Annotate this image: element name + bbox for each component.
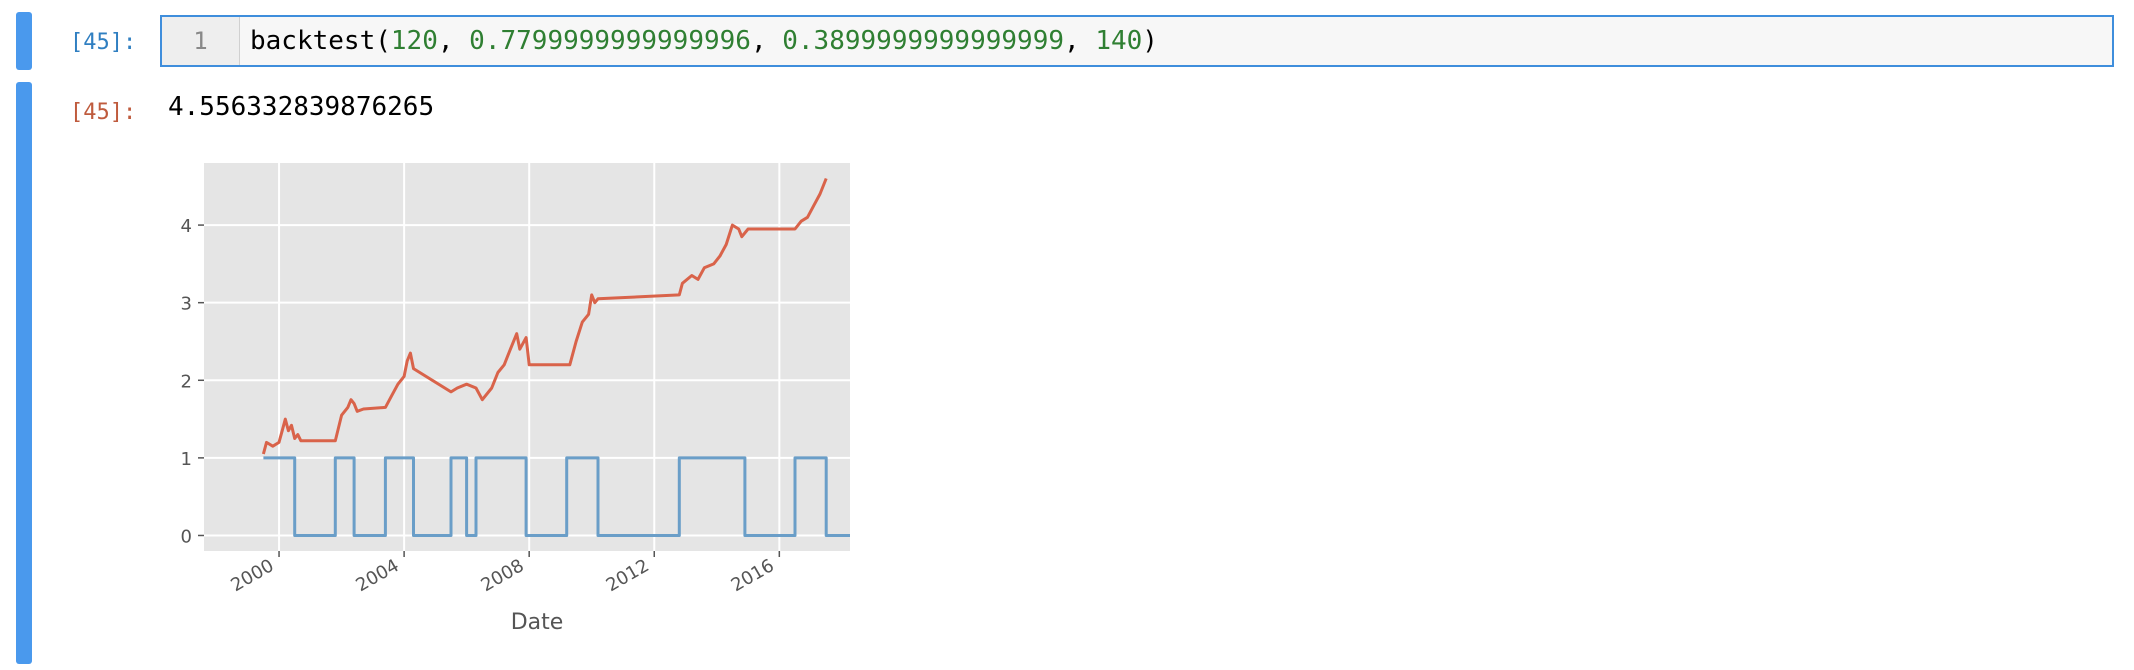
x-tick-label: 2008 — [478, 555, 528, 596]
x-tick-label: 2000 — [227, 555, 277, 596]
backtest-chart: 2000 2004 2008 2012 2016 0 1 2 3 4 Date — [181, 163, 850, 635]
input-cell-collapser[interactable] — [16, 12, 32, 70]
code-line[interactable]: backtest(120, 0.7799999999999996, 0.3899… — [250, 26, 1158, 56]
x-tick-label: 2004 — [352, 555, 402, 596]
code-arg: 0.7799999999999996 — [469, 26, 751, 56]
y-tick-label: 4 — [181, 216, 192, 237]
code-arg: 120 — [390, 26, 438, 56]
y-tick-label: 2 — [181, 371, 192, 392]
y-tick-label: 3 — [181, 294, 192, 315]
series-equity-line — [261, 177, 828, 455]
x-tick-label: 2016 — [728, 555, 778, 596]
output-cell-collapser[interactable] — [16, 82, 32, 664]
code-close: ) — [1142, 26, 1158, 56]
code-arg: 0.3899999999999999 — [782, 26, 1065, 56]
y-tick-label: 0 — [181, 526, 192, 547]
code-editor[interactable]: 1 backtest(120, 0.7799999999999996, 0.38… — [160, 15, 2114, 67]
output-result: 4.556332839876265 — [168, 92, 435, 122]
code-function: backtest( — [250, 26, 391, 56]
series-position-line — [263, 456, 850, 537]
y-tick-label: 1 — [181, 449, 192, 470]
code-arg: 140 — [1095, 26, 1143, 56]
output-prompt: [45]: — [70, 100, 137, 125]
x-tick-label: 2012 — [603, 555, 653, 596]
input-prompt: [45]: — [70, 30, 137, 55]
line-number: 1 — [162, 17, 240, 65]
x-axis-label: Date — [511, 610, 564, 635]
